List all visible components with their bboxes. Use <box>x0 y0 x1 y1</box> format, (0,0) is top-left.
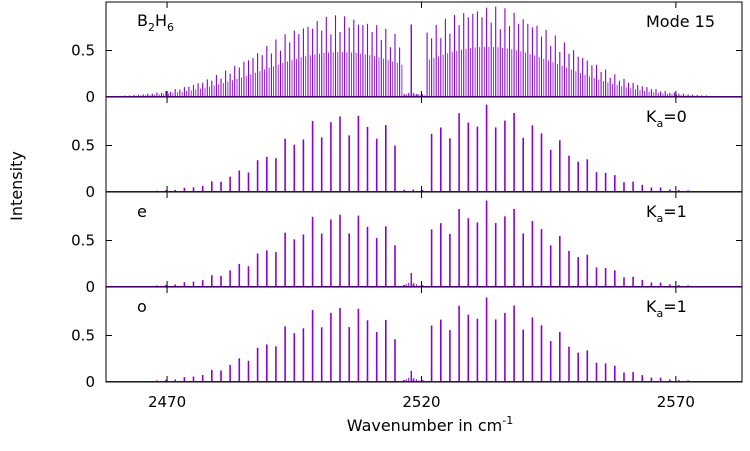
x-tick-label: 2570 <box>657 393 695 411</box>
panel-1: 0 0.5 Ka=0 <box>71 96 743 201</box>
y-tick-label: 0.5 <box>71 137 95 155</box>
label-text: =0 <box>663 107 687 126</box>
y-tick-label: 0 <box>85 183 95 201</box>
panel-frame <box>105 286 743 383</box>
label-text: =1 <box>663 297 687 316</box>
y-tick-label: 0.5 <box>71 327 95 345</box>
y-tick-label: 0.5 <box>71 42 95 60</box>
panel-label-right: Mode 15 <box>646 12 715 31</box>
label-text: B <box>137 11 148 30</box>
subscript: a <box>657 117 664 130</box>
x-tick-label: 2520 <box>402 393 440 411</box>
x-axis-label: Wavenumber in cm-1 <box>347 414 513 435</box>
x-axis-label-main: Wavenumber in cm <box>347 416 503 435</box>
panel-label-left: e <box>137 202 147 221</box>
panel-label-left: B2H6 <box>137 11 174 34</box>
panel-3: 0 0.5 2470 2520 2570 o Ka=1 <box>71 286 743 411</box>
label-text: K <box>646 107 657 126</box>
label-text: K <box>646 297 657 316</box>
y-tick-label: 0 <box>85 88 95 106</box>
label-text: K <box>646 202 657 221</box>
panel-label-right: Ka=0 <box>646 107 687 130</box>
panel-2: 0 0.5 e Ka=1 <box>71 191 743 296</box>
subscript: 6 <box>167 21 174 34</box>
x-axis-label-sup: -1 <box>502 414 513 427</box>
panel-label-right: Ka=1 <box>646 202 687 225</box>
y-axis-label: Intensity <box>7 151 26 221</box>
subscript: 2 <box>148 21 155 34</box>
subscript: a <box>657 212 664 225</box>
panel-label-right: Ka=1 <box>646 297 687 320</box>
y-tick-label: 0.5 <box>71 232 95 250</box>
panel-label-left: o <box>137 297 147 316</box>
label-text: H <box>155 11 167 30</box>
panel-0: 0 0.5 B2H6 Mode 15 <box>71 1 743 106</box>
y-tick-label: 0 <box>85 373 95 391</box>
y-tick-label: 0 <box>85 278 95 296</box>
x-tick-label: 2470 <box>148 393 186 411</box>
subscript: a <box>657 307 664 320</box>
label-text: =1 <box>663 202 687 221</box>
